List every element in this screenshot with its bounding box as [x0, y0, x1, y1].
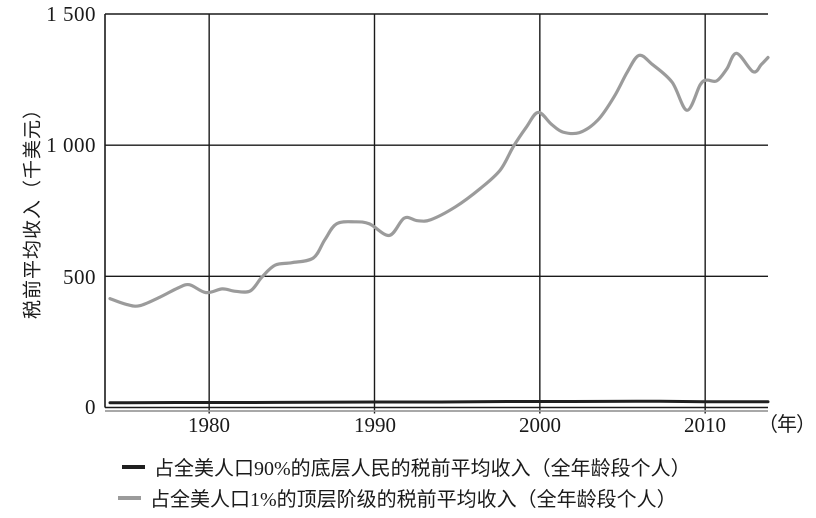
legend-item-top1: 占全美人口1%的顶层阶级的税前平均收入（全年龄段个人） [118, 482, 691, 513]
x-tick-label-2000: 2000 [519, 413, 561, 437]
x-axis-unit-label: （年） [758, 414, 816, 436]
y-tick-label-1500: 1 500 [46, 2, 96, 26]
x-tick-label-2010: 2010 [684, 413, 726, 437]
legend-label-bottom90: 占全美人口90%的底层人民的税前平均收入（全年龄段个人） [154, 458, 691, 480]
series-line-top1 [108, 51, 770, 308]
y-tick-label-1000: 1 000 [46, 133, 96, 157]
legend-label-top1: 占全美人口1%的顶层阶级的税前平均收入（全年龄段个人） [150, 489, 677, 511]
x-tick-label-1980: 1980 [188, 413, 230, 437]
legend-dash-gray-icon [118, 495, 141, 500]
legend-item-bottom90: 占全美人口90%的底层人民的税前平均收入（全年龄段个人） [122, 451, 691, 482]
y-tick-label-0: 0 [85, 395, 96, 419]
y-axis-title-text: 税前平均收入（千美元） [22, 98, 44, 320]
legend-dash-dark-icon [122, 464, 145, 469]
y-tick-label-500: 500 [63, 265, 96, 289]
series-line-bottom90 [108, 399, 770, 405]
x-tick-label-1990: 1990 [354, 413, 396, 437]
chart-legend: 占全美人口90%的底层人民的税前平均收入（全年龄段个人） 占全美人口1%的顶层阶… [118, 451, 691, 513]
